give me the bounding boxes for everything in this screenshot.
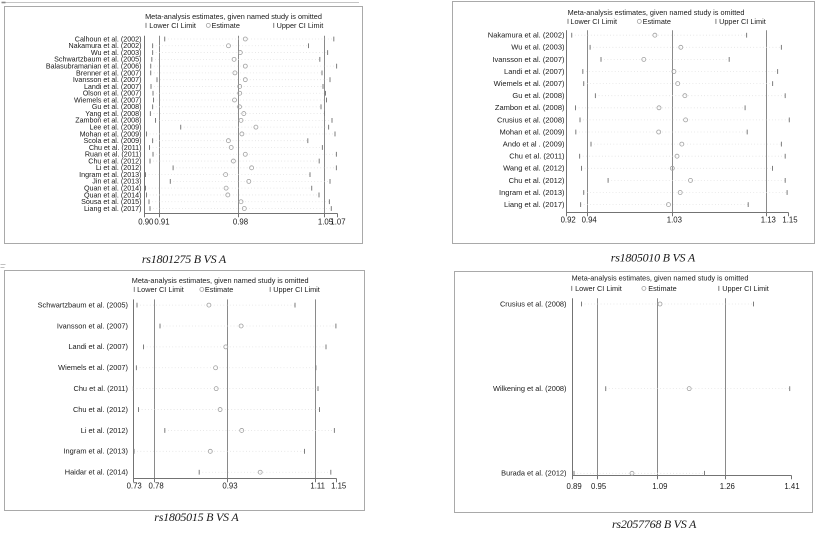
svg-text:Upper CI Limit: Upper CI Limit bbox=[277, 21, 324, 30]
svg-text:Li et al. (2012): Li et al. (2012) bbox=[81, 426, 128, 435]
svg-text:0.89: 0.89 bbox=[567, 482, 582, 491]
svg-text:Lower CI Limit: Lower CI Limit bbox=[575, 284, 622, 293]
svg-text:Burada et al. (2012): Burada et al. (2012) bbox=[501, 469, 566, 478]
svg-text:Quan et al. (2014): Quan et al. (2014) bbox=[84, 185, 142, 193]
svg-text:Liang et al. (2017): Liang et al. (2017) bbox=[84, 205, 142, 213]
svg-text:Chu et al. (2011): Chu et al. (2011) bbox=[89, 144, 142, 152]
svg-text:rs2057768 B VS A: rs2057768 B VS A bbox=[612, 517, 697, 531]
svg-text:Olson et al. (2007): Olson et al. (2007) bbox=[83, 90, 142, 98]
svg-text:Ivansson et al. (2007): Ivansson et al. (2007) bbox=[57, 321, 128, 330]
svg-text:Brenner et al. (2007): Brenner et al. (2007) bbox=[76, 69, 142, 77]
svg-text:1.41: 1.41 bbox=[784, 482, 799, 491]
svg-text:Meta-analysis estimates, given: Meta-analysis estimates, given named stu… bbox=[145, 12, 322, 21]
svg-text:Upper CI Limit: Upper CI Limit bbox=[273, 285, 320, 294]
svg-text:Wilkening et al. (2008): Wilkening et al. (2008) bbox=[493, 384, 567, 393]
svg-text:Lower CI Limit: Lower CI Limit bbox=[570, 17, 617, 26]
svg-text:Wiemels et al. (2007): Wiemels et al. (2007) bbox=[74, 96, 141, 104]
svg-text:Ingram et al. (2013): Ingram et al. (2013) bbox=[64, 447, 129, 456]
svg-text:0.95: 0.95 bbox=[591, 482, 607, 491]
svg-text:Schwartzbaum et al. (2005): Schwartzbaum et al. (2005) bbox=[38, 300, 128, 309]
svg-text:Sousa et al. (2015): Sousa et al. (2015) bbox=[81, 198, 141, 206]
svg-text:0.91: 0.91 bbox=[154, 218, 169, 227]
svg-text:Mohan et al. (2009): Mohan et al. (2009) bbox=[499, 127, 565, 136]
svg-text:Landi et al. (2007): Landi et al. (2007) bbox=[84, 83, 142, 91]
svg-text:Meta-analysis estimates, given: Meta-analysis estimates, given named stu… bbox=[132, 276, 309, 285]
svg-text:1.05: 1.05 bbox=[318, 218, 334, 227]
svg-text:0.92: 0.92 bbox=[561, 216, 576, 225]
svg-text:rs1805015 B VS A: rs1805015 B VS A bbox=[154, 510, 239, 524]
svg-text:Scola et al. (2009): Scola et al. (2009) bbox=[84, 137, 142, 145]
svg-text:Estimate: Estimate bbox=[205, 285, 233, 294]
svg-text:Mohan et al. (2009): Mohan et al. (2009) bbox=[80, 130, 142, 138]
svg-text:Li et al. (2012): Li et al. (2012) bbox=[96, 164, 142, 172]
svg-text:1.03: 1.03 bbox=[667, 216, 682, 225]
svg-text:0.98: 0.98 bbox=[233, 218, 248, 227]
svg-text:Ingram et al. (2013): Ingram et al. (2013) bbox=[79, 171, 141, 179]
svg-text:Upper CI Limit: Upper CI Limit bbox=[722, 284, 769, 293]
svg-text:Estimate: Estimate bbox=[648, 284, 676, 293]
svg-text:1.26: 1.26 bbox=[720, 482, 735, 491]
svg-text:Ando et al . (2009): Ando et al . (2009) bbox=[503, 139, 565, 148]
svg-text:Lower CI Limit: Lower CI Limit bbox=[149, 21, 196, 30]
svg-text:1.15: 1.15 bbox=[331, 481, 347, 490]
svg-text:Ivansson et al. (2007): Ivansson et al. (2007) bbox=[492, 55, 565, 64]
svg-text:Haidar et al. (2014): Haidar et al. (2014) bbox=[65, 468, 128, 477]
svg-text:Chu et al. (2012): Chu et al. (2012) bbox=[88, 157, 141, 165]
svg-text:Chu et al. (2012): Chu et al. (2012) bbox=[73, 405, 128, 414]
svg-text:1.15: 1.15 bbox=[782, 216, 798, 225]
svg-text:1.09: 1.09 bbox=[652, 482, 667, 491]
svg-text:Crusius et al. (2008): Crusius et al. (2008) bbox=[500, 299, 567, 308]
svg-text:Estimate: Estimate bbox=[643, 17, 671, 26]
svg-text:1.11: 1.11 bbox=[310, 481, 325, 490]
svg-text:Gu et al. (2008): Gu et al. (2008) bbox=[512, 91, 565, 100]
svg-text:Nakamura et al. (2002): Nakamura et al. (2002) bbox=[68, 42, 141, 50]
svg-text:Chu et al. (2012): Chu et al. (2012) bbox=[509, 176, 565, 185]
svg-text:Wu et al. (2003): Wu et al. (2003) bbox=[91, 49, 142, 57]
svg-text:Yang et al. (2008): Yang et al. (2008) bbox=[85, 110, 141, 118]
svg-text:Estimate: Estimate bbox=[212, 21, 240, 30]
svg-text:rs1805010 B VS A: rs1805010 B VS A bbox=[611, 251, 696, 265]
svg-text:Quan et al. (2014): Quan et al. (2014) bbox=[84, 191, 142, 199]
svg-text:Ruan et al. (2011): Ruan et al. (2011) bbox=[85, 151, 142, 159]
svg-text:Gu et al. (2008): Gu et al. (2008) bbox=[92, 103, 142, 111]
svg-text:Zambon et al. (2008): Zambon et al. (2008) bbox=[495, 103, 565, 112]
svg-text:Nakamura et al. (2002): Nakamura et al. (2002) bbox=[488, 31, 565, 40]
svg-text:Balasubramanian et al. (2006): Balasubramanian et al. (2006) bbox=[46, 62, 142, 70]
svg-text:0.93: 0.93 bbox=[222, 481, 237, 490]
svg-text:0.78: 0.78 bbox=[149, 481, 164, 490]
svg-text:Meta-analysis estimates, given: Meta-analysis estimates, given named stu… bbox=[568, 8, 745, 17]
svg-text:Crusius et al. (2008): Crusius et al. (2008) bbox=[497, 115, 565, 124]
svg-text:0.90: 0.90 bbox=[138, 218, 154, 227]
svg-text:Ingram et al. (2013): Ingram et al. (2013) bbox=[499, 188, 565, 197]
svg-text:Liang et al. (2017): Liang et al. (2017) bbox=[504, 200, 565, 209]
svg-text:1.07: 1.07 bbox=[330, 218, 345, 227]
svg-text:Lower CI Limit: Lower CI Limit bbox=[137, 285, 184, 294]
svg-text:Chu et al. (2011): Chu et al. (2011) bbox=[73, 384, 128, 393]
svg-text:Meta-analysis estimates, given: Meta-analysis estimates, given named stu… bbox=[572, 273, 749, 282]
svg-text:Chu et al. (2011): Chu et al. (2011) bbox=[509, 152, 565, 161]
svg-text:Upper CI Limit: Upper CI Limit bbox=[719, 17, 766, 26]
svg-text:Schwartzbaum et al. (2005): Schwartzbaum et al. (2005) bbox=[54, 56, 141, 64]
svg-text:Ivansson et al. (2007): Ivansson et al. (2007) bbox=[73, 76, 142, 84]
svg-text:0.94: 0.94 bbox=[582, 216, 598, 225]
svg-text:Wiemels et al. (2007): Wiemels et al. (2007) bbox=[494, 79, 565, 88]
svg-text:Landi et al. (2007): Landi et al. (2007) bbox=[68, 342, 128, 351]
svg-text:rs1801275 B VS A: rs1801275 B VS A bbox=[142, 252, 227, 266]
svg-text:Lee et al. (2009): Lee et al. (2009) bbox=[89, 123, 141, 131]
svg-text:Wu et al. (2003): Wu et al. (2003) bbox=[511, 43, 565, 52]
svg-text:Zambon et al. (2008): Zambon et al. (2008) bbox=[75, 117, 141, 125]
svg-text:Jin et al. (2013): Jin et al. (2013) bbox=[92, 178, 141, 186]
svg-text:Calhoun et al. (2002): Calhoun et al. (2002) bbox=[75, 35, 142, 43]
svg-text:0.73: 0.73 bbox=[127, 481, 142, 490]
svg-text:Wang et al. (2012): Wang et al. (2012) bbox=[503, 164, 565, 173]
svg-text:1.13: 1.13 bbox=[761, 216, 776, 225]
svg-text:Wiemels et al. (2007): Wiemels et al. (2007) bbox=[58, 363, 128, 372]
svg-text:Landi et al. (2007): Landi et al. (2007) bbox=[504, 67, 565, 76]
